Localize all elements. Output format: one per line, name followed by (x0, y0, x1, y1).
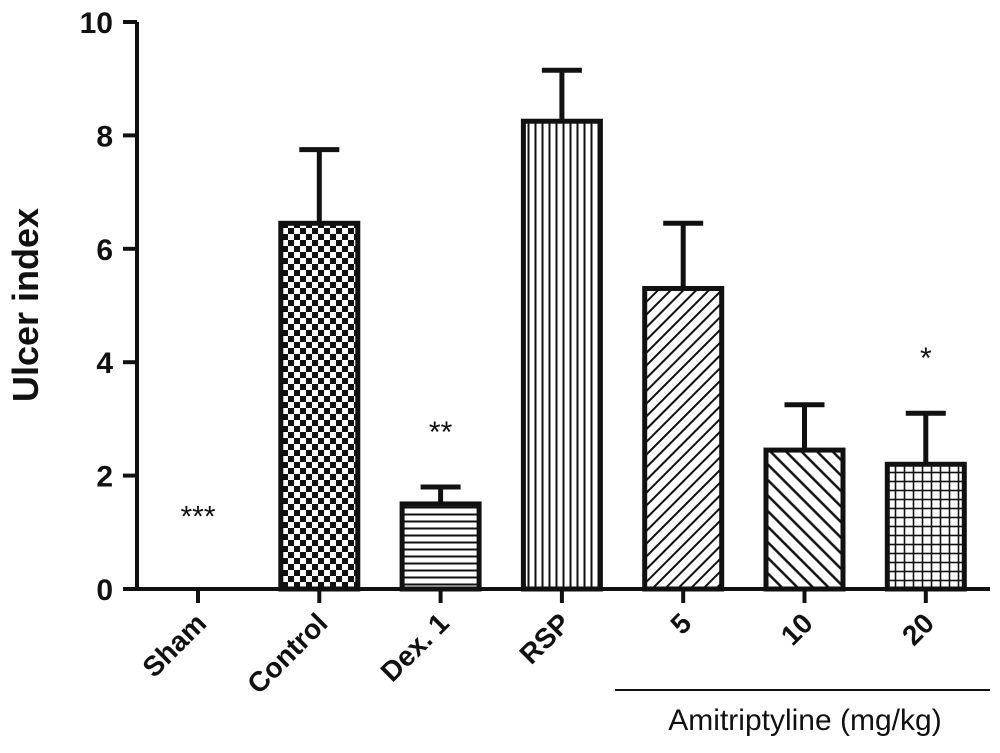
x-tick-label: Sham (136, 607, 212, 683)
bar (763, 447, 846, 592)
significance-annotations: ****** (180, 342, 931, 533)
y-tick-label: 2 (96, 461, 113, 494)
y-tick-label: 6 (96, 234, 113, 267)
y-tick-label: 0 (96, 574, 113, 607)
x-tick-label: 10 (775, 607, 819, 651)
bar (399, 501, 482, 592)
error-bars (299, 67, 946, 504)
bars (278, 118, 967, 592)
y-axis-label: Ulcer index (5, 208, 46, 402)
y-tick-label: 8 (96, 120, 113, 153)
y-tick-label: 10 (80, 7, 113, 40)
significance-label: * (920, 342, 932, 375)
bar (884, 461, 967, 592)
group-label: Amitriptyline (mg/kg) (668, 704, 941, 737)
x-tick-label: Dex. 1 (375, 607, 455, 687)
bar (642, 285, 725, 592)
x-tick-label: Control (241, 607, 333, 699)
significance-label: ** (429, 416, 453, 449)
significance-label: *** (180, 501, 215, 534)
x-ticks: Sham Control Dex. 1 RSP 5 10 20 (136, 589, 940, 700)
x-tick-label: RSP (514, 607, 577, 670)
y-tick-label: 4 (96, 347, 113, 380)
bar (520, 118, 603, 592)
x-tick-label: 5 (665, 607, 698, 640)
y-ticks: 0 2 4 6 8 10 (80, 7, 137, 607)
x-tick-label: 20 (896, 607, 940, 651)
bar (278, 220, 361, 592)
